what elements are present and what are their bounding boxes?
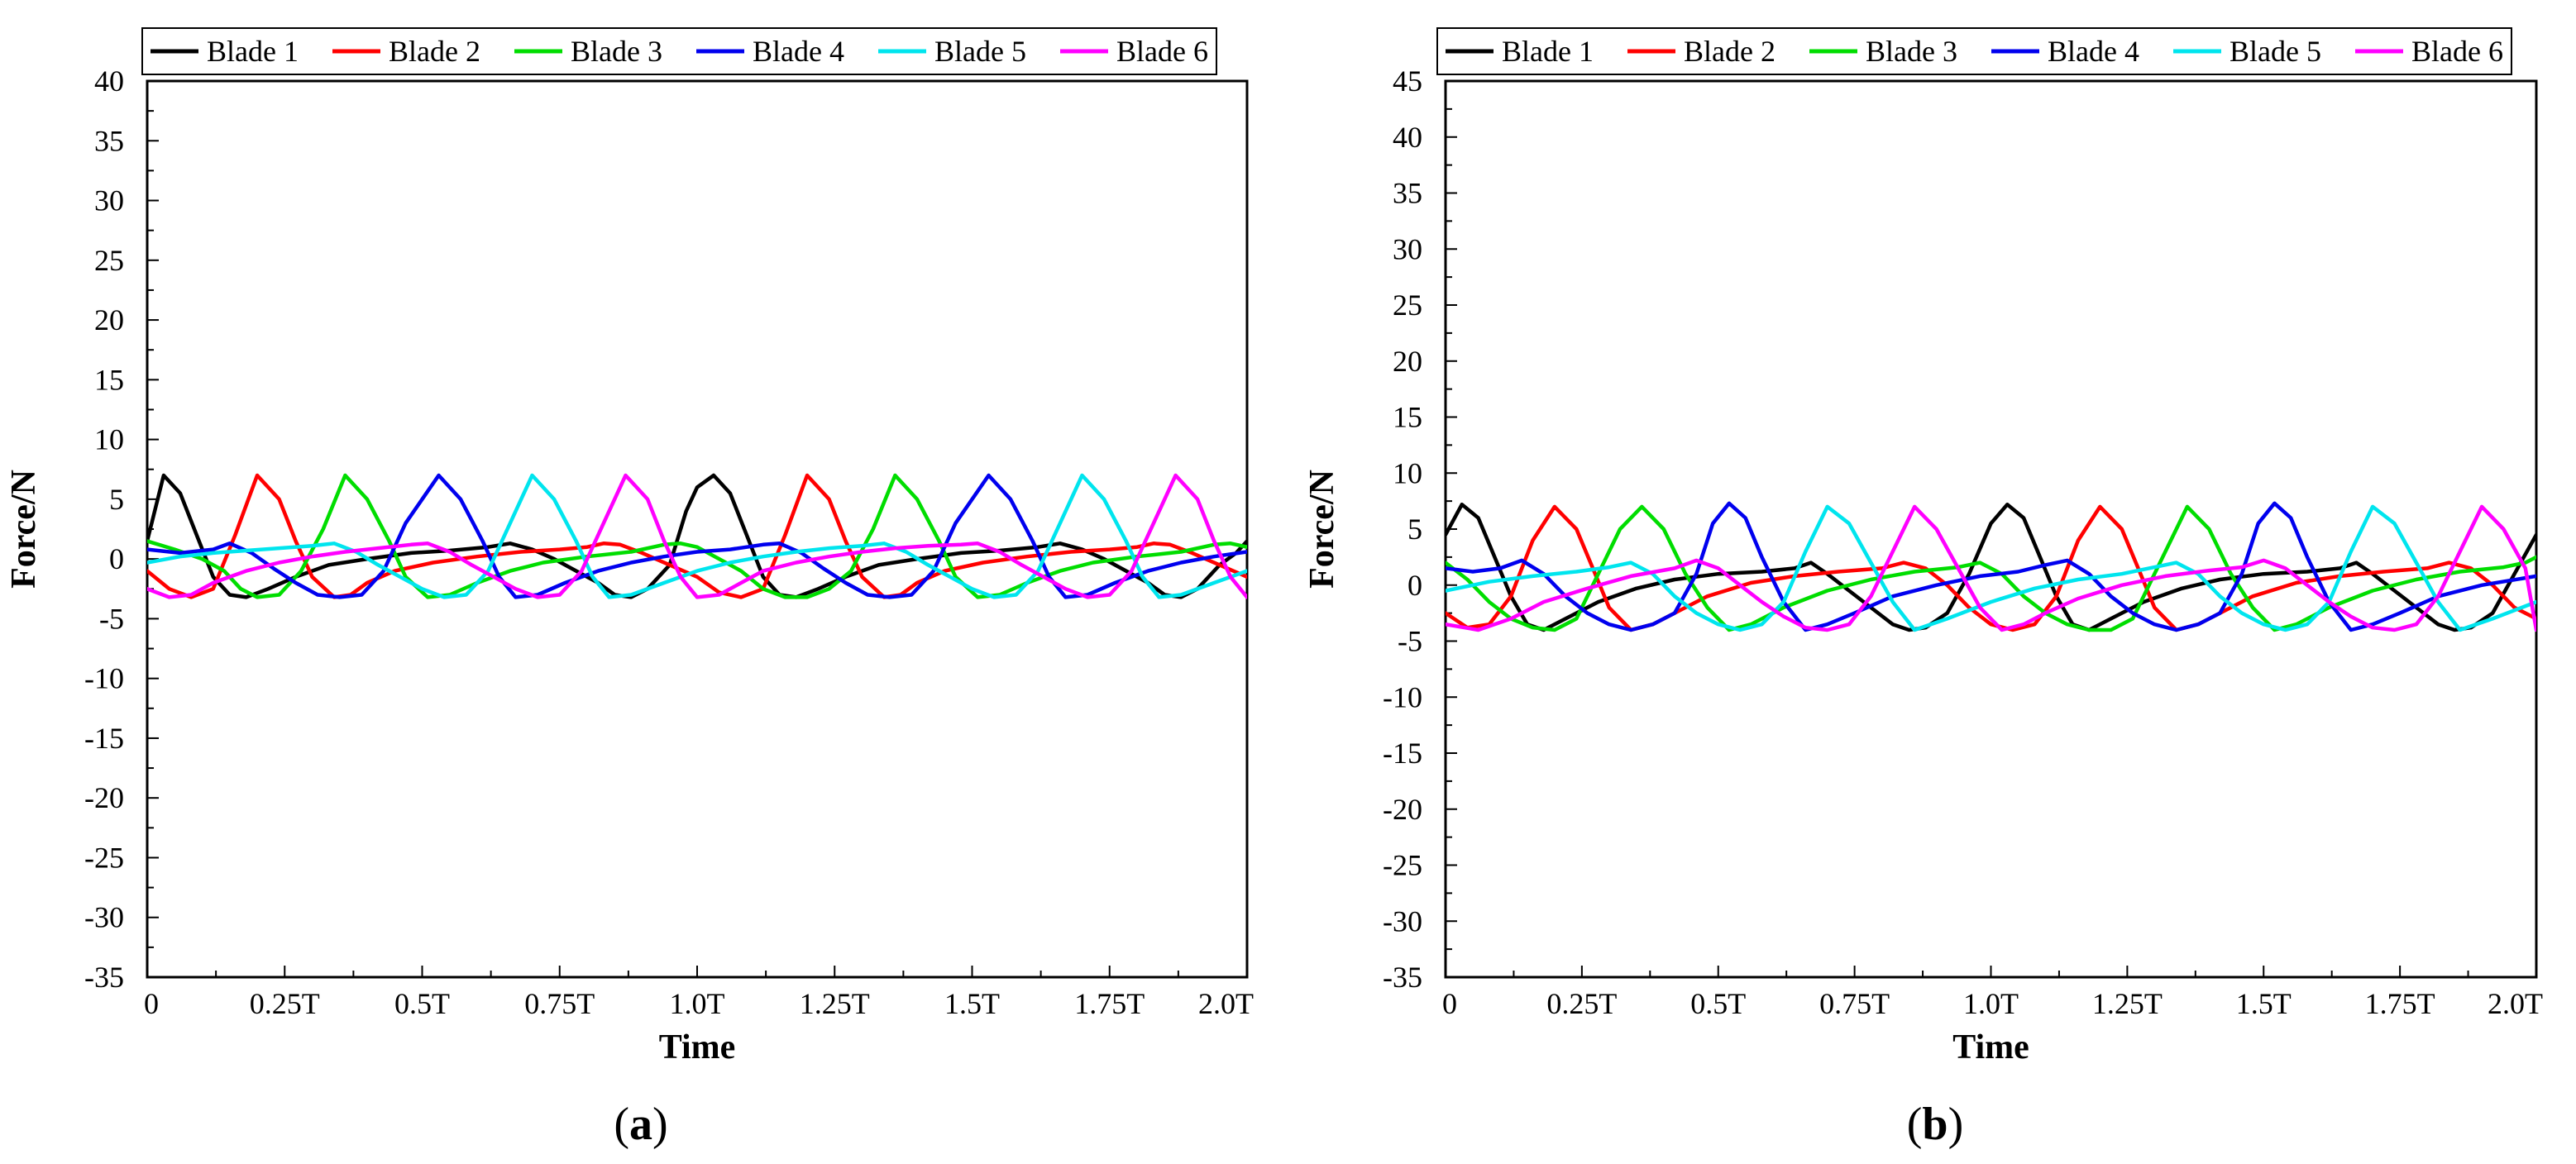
- y-axis-title: Force/N: [5, 470, 43, 589]
- y-tick-label: -35: [1383, 961, 1422, 994]
- y-tick-label: -20: [1383, 793, 1422, 826]
- x-tick-label: 0.25T: [250, 987, 320, 1020]
- x-axis-title: Time: [659, 1028, 736, 1066]
- legend-frame: [1436, 27, 2512, 75]
- legend-label: Blade 4: [2048, 35, 2139, 68]
- y-tick-label: -5: [99, 602, 124, 635]
- x-tick-label: 1.0T: [1963, 987, 2019, 1020]
- y-tick-label: 20: [94, 303, 124, 336]
- x-axis-title: Time: [1952, 1028, 2029, 1066]
- x-tick-label: 0: [144, 987, 159, 1020]
- x-tick-label: 0.75T: [1819, 987, 1890, 1020]
- legend-label: Blade 1: [207, 35, 299, 68]
- y-tick-label: -10: [84, 662, 124, 695]
- x-tick-label: 2.0T: [2488, 987, 2543, 1020]
- y-tick-label: 0: [1407, 569, 1422, 602]
- legend-label: Blade 6: [2411, 35, 2503, 68]
- x-tick-label: 0.5T: [394, 987, 450, 1020]
- legend-label: Blade 5: [2230, 35, 2321, 68]
- series-line-blade-2: [147, 473, 1247, 599]
- chart-panel-b: Blade 1 Blade 2 Blade 3 Blade 4 Blade 5 Blade…: [1303, 27, 2543, 1150]
- y-tick-label: 20: [1393, 345, 1422, 378]
- y-tick-label: -30: [1383, 904, 1422, 937]
- y-tick-label: 5: [109, 483, 124, 516]
- y-tick-label: -20: [84, 781, 124, 814]
- series-line-blade-5: [147, 473, 1247, 599]
- y-tick-label: 15: [94, 363, 124, 396]
- legend: Blade 1 Blade 2 Blade 3 Blade 4 Blade 5 Blade…: [1436, 27, 2512, 75]
- y-tick-label: 10: [94, 423, 124, 456]
- x-tick-label: 2.0T: [1198, 987, 1254, 1020]
- y-tick-label: -15: [84, 722, 124, 755]
- series-line-blade-6: [147, 473, 1247, 599]
- x-tick-label: 0.75T: [524, 987, 595, 1020]
- y-tick-label: 25: [1393, 289, 1422, 322]
- y-tick-label: -25: [1383, 849, 1422, 882]
- chart-panel-a: Blade 1 Blade 2 Blade 3 Blade 4 Blade 5 Blade…: [5, 27, 1254, 1150]
- series-line-blade-6: [1446, 504, 2536, 632]
- y-tick-label: 45: [1393, 64, 1422, 98]
- y-tick-label: 40: [1393, 121, 1422, 154]
- series-line-blade-4: [147, 473, 1247, 599]
- y-tick-label: 35: [1393, 177, 1422, 210]
- x-tick-label: 1.5T: [944, 987, 1000, 1020]
- x-tick-label: 1.25T: [2092, 987, 2163, 1020]
- legend-label: Blade 3: [1866, 35, 1957, 68]
- y-tick-label: 0: [109, 542, 124, 575]
- series-line-blade-1: [1446, 502, 2536, 632]
- series-line-blade-5: [1446, 504, 2536, 632]
- y-tick-label: -30: [84, 901, 124, 934]
- y-tick-label: 35: [94, 124, 124, 157]
- legend: Blade 1 Blade 2 Blade 3 Blade 4 Blade 5 Blade…: [141, 27, 1217, 75]
- series-group: [1446, 501, 2536, 632]
- panel-label: (b): [1907, 1099, 1963, 1150]
- legend-label: Blade 3: [571, 35, 662, 68]
- y-tick-label: -25: [84, 841, 124, 874]
- y-tick-label: 30: [1393, 232, 1422, 265]
- x-tick-label: 1.75T: [1074, 987, 1145, 1020]
- x-tick-label: 0.5T: [1690, 987, 1746, 1020]
- legend-label: Blade 2: [1684, 35, 1775, 68]
- legend-label: Blade 6: [1116, 35, 1208, 68]
- y-tick-label: 30: [94, 184, 124, 217]
- y-tick-label: 5: [1407, 513, 1422, 546]
- x-tick-label: 1.0T: [670, 987, 725, 1020]
- plot-frame: [146, 79, 1249, 979]
- legend-label: Blade 5: [934, 35, 1026, 68]
- legend-label: Blade 1: [1502, 35, 1594, 68]
- legend-label: Blade 2: [389, 35, 480, 68]
- plot-frame: [1444, 79, 2538, 979]
- legend-label: Blade 4: [753, 35, 844, 68]
- panel-label: (a): [614, 1099, 667, 1150]
- x-tick-label: 1.25T: [800, 987, 870, 1020]
- y-tick-label: -35: [84, 961, 124, 994]
- x-tick-label: 0.25T: [1546, 987, 1617, 1020]
- x-tick-label: 1.75T: [2365, 987, 2435, 1020]
- y-tick-label: 40: [94, 64, 124, 98]
- y-tick-label: 25: [94, 244, 124, 277]
- x-tick-label: 0: [1442, 987, 1457, 1020]
- series-group: [147, 473, 1247, 599]
- x-tick-label: 1.5T: [2236, 987, 2292, 1020]
- y-tick-label: -10: [1383, 680, 1422, 713]
- y-tick-label: 15: [1393, 401, 1422, 434]
- series-line-blade-4: [1446, 501, 2536, 632]
- y-tick-label: 10: [1393, 456, 1422, 489]
- y-axis-title: Force/N: [1303, 470, 1341, 589]
- y-tick-label: -15: [1383, 737, 1422, 770]
- y-tick-label: -5: [1398, 625, 1422, 658]
- legend-frame: [141, 27, 1217, 75]
